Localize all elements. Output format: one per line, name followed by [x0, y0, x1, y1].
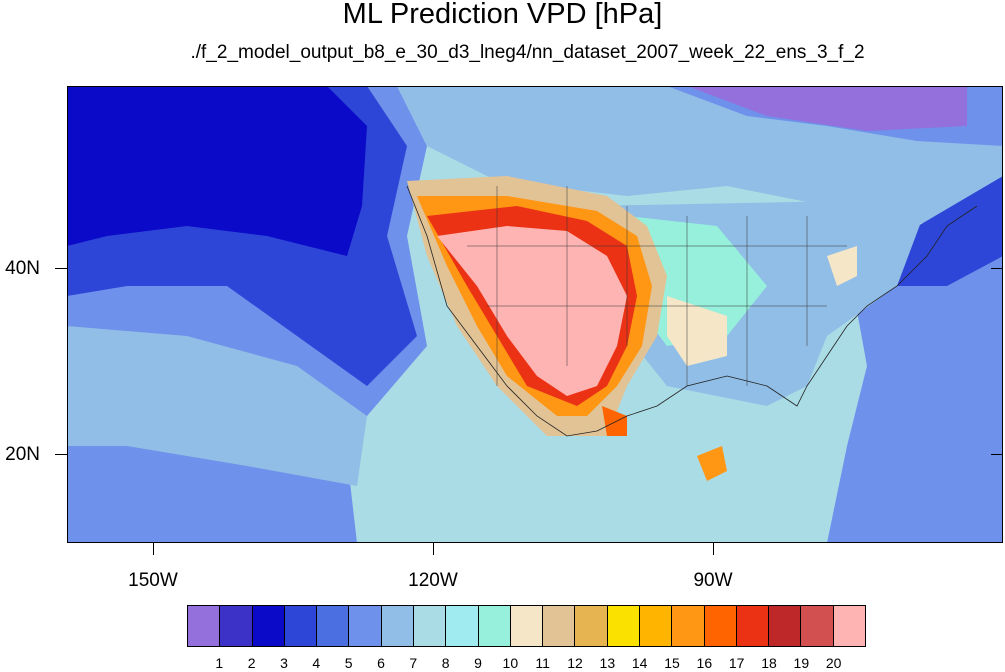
colorbar-label: 14 [631, 655, 648, 671]
lat-label-20n: 20N [5, 444, 40, 465]
southwest-pink-field [437, 226, 627, 396]
colorbar-label: 7 [409, 655, 418, 671]
colorbar-swatch [317, 606, 350, 646]
colorbar-label: 9 [474, 655, 482, 671]
pacific-deep-field [67, 86, 367, 256]
mexico-hotspot-2 [697, 446, 727, 481]
colorbar-swatch [575, 606, 608, 646]
us-plains-field [627, 216, 767, 346]
map-subtitle: ./f_2_model_output_b8_e_30_d3_lneg4/nn_d… [190, 42, 865, 63]
colorbar-label: 15 [664, 655, 680, 671]
colorbar [187, 605, 866, 647]
colorbar-swatch [446, 606, 479, 646]
lon-label-90w: 90W [693, 570, 733, 591]
colorbar-swatch [639, 606, 673, 646]
lon-tick [713, 543, 714, 555]
lat-tick [991, 454, 1003, 455]
colorbar-label: 19 [793, 655, 810, 671]
colorbar-swatch [543, 606, 576, 646]
texas-beige-field [667, 296, 727, 366]
colorbar-swatch [510, 606, 544, 646]
colorbar-label: 11 [535, 655, 550, 671]
colorbar-label: 1 [215, 655, 224, 671]
colorbar-label: 20 [825, 655, 842, 671]
colorbar-label: 6 [377, 655, 385, 671]
colorbar-label: 2 [247, 655, 256, 671]
colorbar-label: 3 [280, 655, 288, 671]
colorbar-swatch [220, 606, 253, 646]
colorbar-label: 8 [441, 655, 450, 671]
lon-tick [433, 543, 434, 555]
lat-tick [991, 268, 1003, 269]
colorbar-swatch [381, 606, 414, 646]
colorbar-swatch [736, 606, 770, 646]
lat-tick [55, 454, 67, 455]
colorbar-swatch [833, 606, 865, 646]
hudson-deep-field [687, 86, 967, 131]
colorbar-swatch [801, 606, 834, 646]
colorbar-swatch [672, 606, 705, 646]
colorbar-label: 18 [761, 655, 777, 671]
map-title: ML Prediction VPD [hPa] [342, 0, 663, 30]
lon-tick [153, 543, 154, 555]
colorbar-label: 10 [502, 655, 519, 671]
colorbar-label: 12 [567, 655, 583, 671]
northeast-beige-field [827, 246, 857, 286]
lat-tick [55, 268, 67, 269]
vpd-map [67, 86, 1003, 543]
colorbar-swatch [349, 606, 382, 646]
lat-label-40n: 40N [5, 258, 40, 279]
mexico-hotspot-1 [602, 406, 627, 436]
colorbar-swatch [252, 606, 285, 646]
colorbar-swatch [769, 606, 802, 646]
colorbar-label: 4 [312, 655, 321, 671]
colorbar-swatch [704, 606, 737, 646]
colorbar-swatch [413, 606, 447, 646]
colorbar-swatch [188, 606, 221, 646]
lon-label-120w: 120W [408, 570, 458, 591]
state-borders [467, 186, 847, 386]
colorbar-label: 17 [728, 655, 745, 671]
colorbar-swatch [478, 606, 511, 646]
colorbar-swatch [607, 606, 640, 646]
pacific-subtropic-field [67, 326, 367, 486]
colorbar-label: 16 [696, 655, 713, 671]
colorbar-label: 5 [344, 655, 353, 671]
colorbar-swatch [284, 606, 318, 646]
colorbar-label: 13 [599, 655, 616, 671]
coastline [406, 185, 978, 437]
lon-label-150w: 150W [128, 570, 178, 591]
